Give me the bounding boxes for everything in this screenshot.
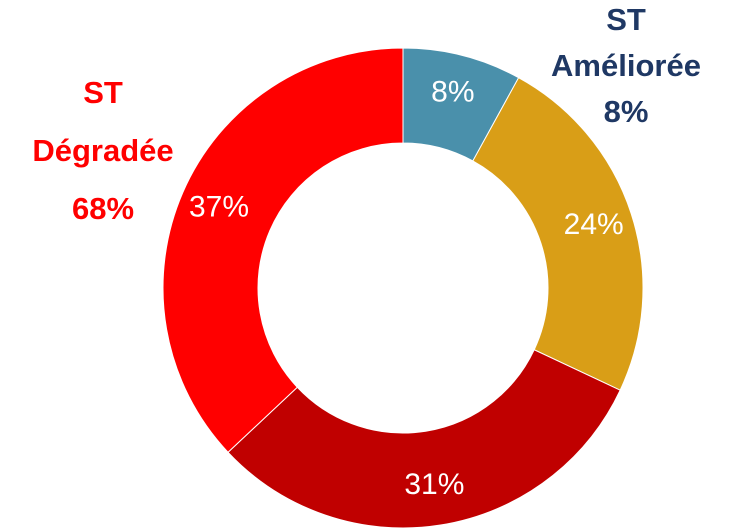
annotation: 8% bbox=[604, 94, 649, 129]
annotation: Améliorée bbox=[551, 48, 701, 83]
donut-slice bbox=[162, 47, 404, 453]
donut-slice bbox=[227, 349, 621, 528]
data-label: 24% bbox=[564, 208, 624, 241]
annotation: ST bbox=[83, 75, 123, 110]
annotation: ST bbox=[606, 2, 646, 37]
annotation: 68% bbox=[72, 191, 134, 226]
donut-slice bbox=[472, 77, 644, 391]
data-label: 37% bbox=[189, 190, 249, 223]
data-label: 8% bbox=[431, 76, 474, 109]
data-label: 31% bbox=[404, 468, 464, 501]
annotation: Dégradée bbox=[32, 133, 173, 168]
